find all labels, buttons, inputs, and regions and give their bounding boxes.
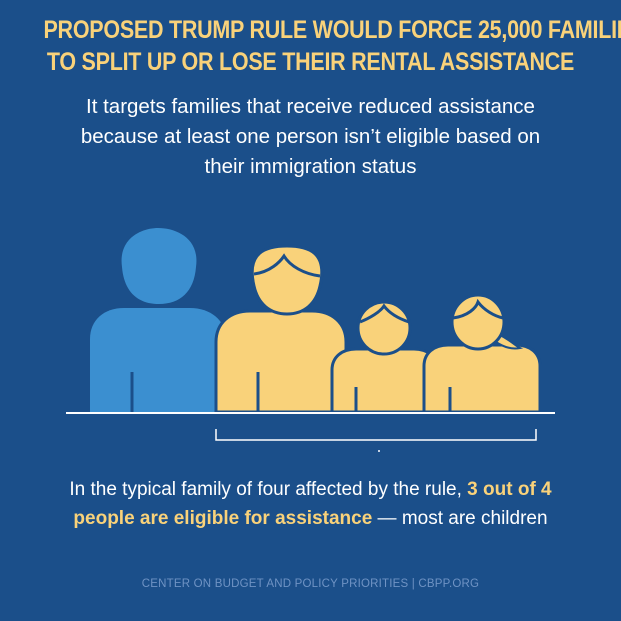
caption-text-2: — most are children: [372, 508, 548, 529]
subheading-line-3: their immigration status: [204, 155, 417, 178]
subheading-line-2: because at least one person isn’t eligib…: [80, 125, 541, 148]
footer-credit: CENTER ON BUDGET AND POLICY PRIORITIES |…: [141, 578, 480, 590]
caption: In the typical family of four affected b…: [10, 475, 611, 533]
ineligible-adult-figure: [90, 228, 226, 412]
headline: PROPOSED TRUMP RULE WOULD FORCE 25,000 F…: [43, 14, 621, 78]
caption-highlight-1: 3 out of 4: [467, 479, 552, 500]
caption-text-1: In the typical family of four affected b…: [69, 479, 462, 500]
subheading-line-1: It targets families that receive reduced…: [86, 95, 535, 118]
eligible-child-figure: [330, 300, 440, 414]
caption-line-1: In the typical family of four affected b…: [10, 475, 611, 504]
headline-line-1: PROPOSED TRUMP RULE WOULD FORCE 25,000 F…: [43, 16, 621, 44]
subheading: It targets families that receive reduced…: [20, 92, 601, 182]
caption-line-2: people are eligible for assistance — mos…: [10, 504, 611, 533]
headline-line-2: TO SPLIT UP OR LOSE THEIR RENTAL ASSISTA…: [46, 48, 575, 76]
caption-highlight-2: people are eligible for assistance: [73, 508, 373, 529]
eligible-bracket: [215, 429, 537, 441]
family-illustration: [66, 228, 555, 452]
eligible-child-figure: [422, 293, 542, 414]
eligible-adult-figure: [214, 244, 348, 414]
